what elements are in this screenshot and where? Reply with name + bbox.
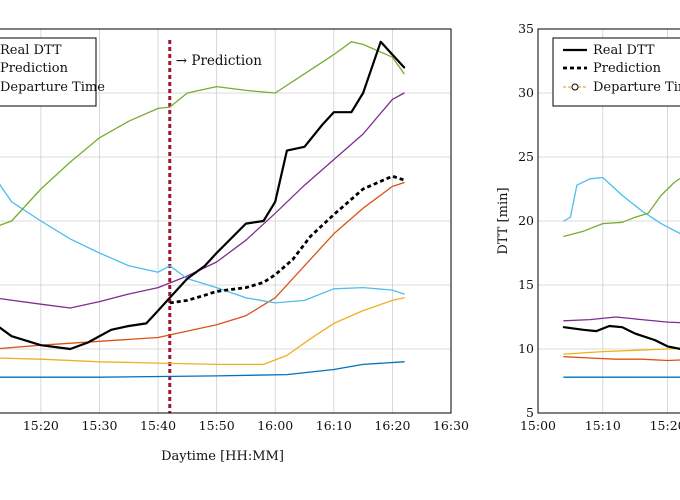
x-tick-label: 16:00	[257, 418, 293, 433]
series-line-3	[563, 356, 680, 362]
y-tick-label: 15	[518, 277, 534, 292]
legend-label: Prediction	[593, 61, 662, 76]
x-tick-label: 16:10	[316, 418, 352, 433]
legend-marker-departure-time	[571, 83, 579, 91]
y-tick-label: 30	[518, 85, 534, 100]
legend-box	[0, 37, 97, 107]
x-tick-label: 15:10	[585, 418, 621, 433]
chart-panel-2: 15:00 15:10 15:20 5 10 15 20 25 30 35 DTT [min] Rea…	[496, 21, 680, 433]
legend-label: Real DTT	[593, 43, 655, 58]
x-tick-label: 15:20	[23, 418, 59, 433]
y-tick-label: 35	[518, 21, 534, 36]
series-line-6	[0, 41, 405, 226]
chart-panel-1: 15:20 15:30 15:40 15:50 16:00 16:10 16:20 16:30…	[0, 28, 469, 464]
series-prediction	[169, 174, 405, 305]
series-real-dtt	[0, 40, 406, 351]
series-line-5	[563, 176, 680, 235]
x-tick-label: 16:20	[374, 418, 410, 433]
series-line-2	[0, 297, 405, 366]
series-line-1	[0, 361, 405, 378]
prediction-annotation: → Prediction	[176, 53, 263, 69]
legend-label: Prediction	[0, 61, 69, 76]
y-axis-label: DTT [min]	[496, 187, 511, 254]
plot-frame	[0, 28, 452, 414]
y-tick-label: 25	[518, 149, 534, 164]
y-tick-label: 5	[526, 405, 534, 420]
x-tick-label: 15:20	[650, 418, 680, 433]
series-line-3	[0, 181, 405, 350]
x-tick-label: 15:00	[520, 418, 556, 433]
series-line-5	[0, 183, 405, 304]
legend-label: Departure Time	[0, 80, 105, 95]
series-line-4	[0, 92, 405, 309]
x-tick-label: 16:30	[433, 418, 469, 433]
y-tick-label: 20	[518, 213, 534, 228]
series-line-4	[563, 316, 680, 324]
x-tick-label: 15:40	[140, 418, 176, 433]
x-tick-label: 15:50	[199, 418, 235, 433]
legend-label: Departure Time	[593, 80, 680, 95]
legend-label: Real DTT	[0, 43, 62, 58]
x-tick-label: 15:30	[81, 418, 117, 433]
y-tick-label: 10	[518, 341, 534, 356]
plot-frame	[537, 28, 680, 414]
series-line-6	[563, 177, 680, 238]
series-real-dtt	[562, 324, 680, 351]
x-axis-label: Daytime [HH:MM]	[161, 449, 284, 464]
